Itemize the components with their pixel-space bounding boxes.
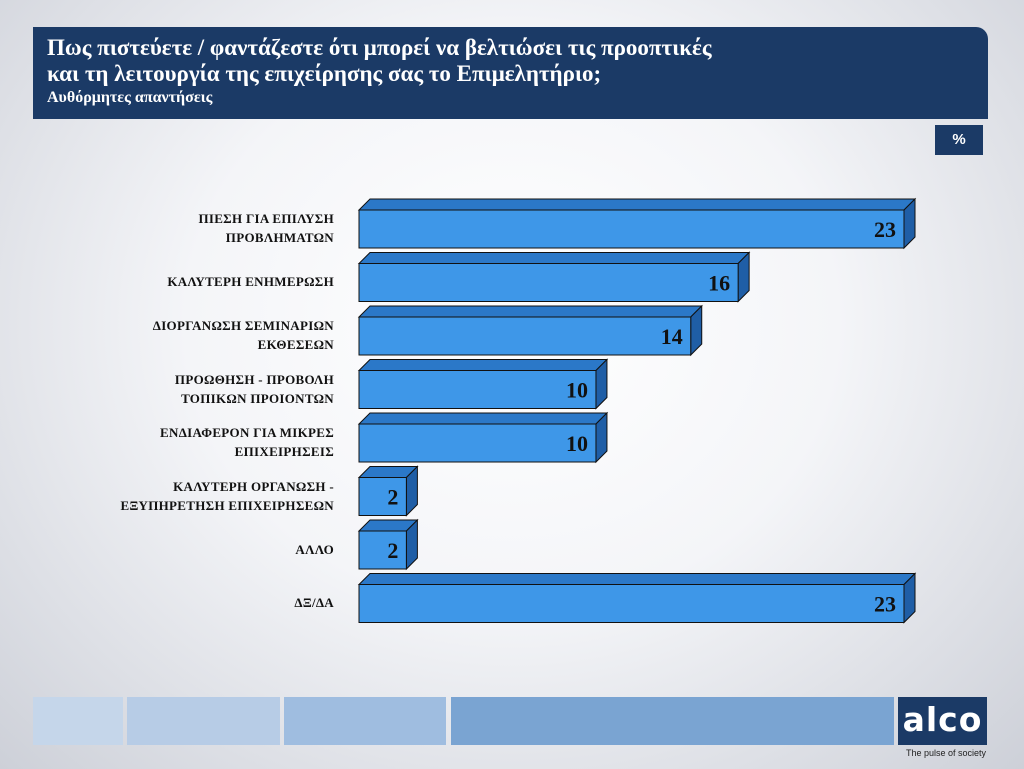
alco-logo: alco <box>898 697 987 745</box>
footer-bar-3 <box>284 697 446 745</box>
category-label: ΠΡΟΩΘΗΣΗ - ΠΡΟΒΟΛΗ ΤΟΠΙΚΩΝ ΠΡΟΙΟΝΤΩΝ <box>174 371 334 406</box>
category-label: ΕΝΔΙΑΦΕΡΟΝ ΓΙΑ ΜΙΚΡΕΣ ΕΠΙΧΕΙΡΗΣΕΙΣ <box>160 425 334 459</box>
category-label: ΔΙΟΡΓΑΝΩΣΗ ΣΕΜΙΝΑΡΙΩΝ ΕΚΘΕΣΕΩΝ <box>152 318 334 352</box>
category-label: ΚΑΛΥΤΕΡΗ ΟΡΓΑΝΩΣΗ - ΕΞΥΠΗΡΕΤΗΣΗ ΕΠΙΧΕΙΡΗ… <box>120 478 334 513</box>
category-label: ΚΑΛΥΤΕΡΗ ΕΝΗΜΕΡΩΣΗ <box>167 274 334 289</box>
logo-tagline: The pulse of society <box>906 748 987 758</box>
bar-3: 14 <box>357 304 703 357</box>
footer-bar-1 <box>33 697 123 745</box>
bar-front-face <box>358 209 905 249</box>
data-label: 10 <box>566 431 588 456</box>
bar-5: 10 <box>357 411 609 464</box>
data-label: 16 <box>708 271 730 296</box>
bar-front-face <box>358 530 407 570</box>
bar-2: 16 <box>357 251 751 303</box>
bar-front-face <box>358 263 739 302</box>
data-label: 2 <box>387 485 398 510</box>
bar-front-face <box>358 316 692 356</box>
bar-top-face <box>357 573 917 585</box>
bar-1: 23 <box>357 197 917 250</box>
bar-8: 23 <box>357 572 917 624</box>
bar-7: 2 <box>357 518 419 571</box>
data-label: 2 <box>387 538 398 563</box>
category-label: ΑΛΛΟ <box>295 541 334 557</box>
bar-4: 10 <box>357 358 609 410</box>
category-label: ΠΙΕΣΗ ΓΙΑ ΕΠΙΛΥΣΗ ΠΡΟΒΛΗΜΑΤΩΝ <box>198 211 334 245</box>
category-label: ΔΞ/ΔΑ <box>294 595 334 610</box>
bar-front-face <box>358 423 597 463</box>
bar-top-face <box>357 412 609 425</box>
data-label: 23 <box>874 592 896 617</box>
data-label: 14 <box>661 324 683 349</box>
page-subtitle: Αυθόρμητες απαντήσεις <box>47 89 213 106</box>
bar-front-face <box>358 584 905 623</box>
title-banner: Πως πιστεύετε / φαντάζεστε ότι μπορεί να… <box>33 27 988 119</box>
bar-top-face <box>357 305 703 318</box>
page-title: Πως πιστεύετε / φαντάζεστε ότι μπορεί να… <box>47 35 712 86</box>
bar-front-face <box>358 477 407 516</box>
bar-front-face <box>358 370 597 409</box>
bar-6: 2 <box>357 465 419 517</box>
bar-top-face <box>357 359 609 371</box>
bar-top-face <box>357 252 751 264</box>
data-label: 10 <box>566 378 588 403</box>
percent-badge: % <box>935 125 983 155</box>
bar-top-face <box>357 198 917 211</box>
footer-bar-2 <box>127 697 280 745</box>
footer-bar-4 <box>451 697 894 745</box>
data-label: 23 <box>874 217 896 242</box>
